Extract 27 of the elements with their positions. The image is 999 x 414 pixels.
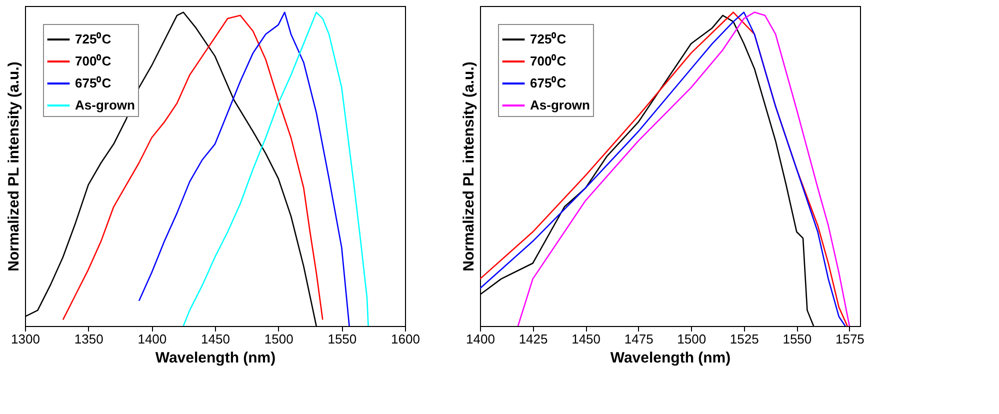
legend-label: 675⁰C: [75, 76, 112, 90]
legend-label: 700⁰C: [75, 54, 112, 68]
x-tick-label: 1525: [730, 332, 759, 346]
y-axis-title: Normalized PL intensity (a.u.): [6, 62, 22, 272]
legend-label: As-grown: [530, 98, 590, 112]
x-tick-label: 1500: [677, 332, 706, 346]
x-tick-label: 1300: [11, 332, 40, 346]
x-axis-title: Wavelength (nm): [610, 350, 731, 366]
x-tick-label: 1550: [782, 332, 812, 346]
x-tick-label: 1400: [466, 332, 495, 346]
y-axis-title: Normalized PL intensity (a.u.): [460, 62, 478, 272]
legend-label: 725⁰C: [530, 32, 567, 46]
legend-label: 700⁰C: [530, 54, 567, 68]
x-tick-label: 1350: [74, 332, 104, 346]
x-tick-label: 1575: [835, 332, 864, 346]
legend-label: 725⁰C: [75, 32, 112, 46]
legend-label: 675⁰C: [530, 76, 567, 90]
x-tick-label: 1500: [264, 332, 294, 346]
x-tick-label: 1400: [138, 332, 167, 346]
x-tick-label: 1425: [518, 332, 548, 346]
x-tick-label: 1450: [201, 332, 230, 346]
x-tick-label: 1600: [391, 332, 420, 346]
x-tick-label: 1475: [624, 332, 654, 346]
legend-label: As-grown: [75, 98, 135, 112]
x-tick-label: 1450: [572, 332, 601, 346]
x-axis-title: Wavelength (nm): [155, 350, 276, 366]
x-tick-label: 1550: [328, 332, 357, 346]
